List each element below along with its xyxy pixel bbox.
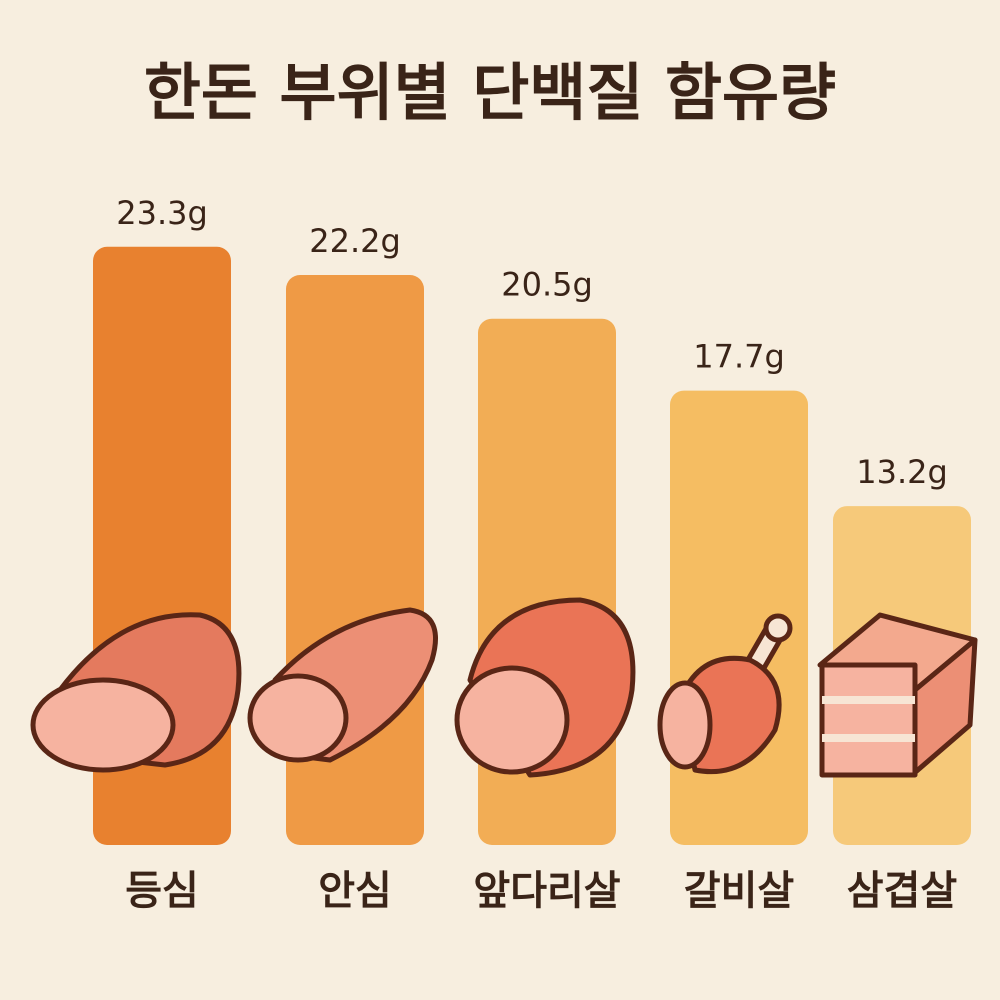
value-label: 13.2g	[856, 453, 948, 491]
value-label: 23.3g	[116, 194, 208, 232]
icon-tenderloin	[247, 607, 438, 763]
icon-rib	[657, 613, 793, 775]
icon-belly	[817, 612, 978, 778]
icon-loin	[30, 612, 242, 773]
x-tick-label: 삼겹살	[847, 868, 958, 914]
value-label: 20.5g	[501, 266, 593, 304]
chart-title: 한돈 부위별 단백질 함유량	[144, 56, 836, 129]
value-label: 22.2g	[309, 222, 401, 260]
x-tick-label: 등심	[125, 868, 199, 914]
x-tick-label: 앞다리살	[473, 868, 620, 914]
x-tick-label: 갈비살	[684, 868, 795, 914]
value-label: 17.7g	[693, 338, 785, 376]
x-tick-label: 안심	[318, 868, 392, 914]
icons	[30, 597, 978, 778]
icon-shoulder	[454, 597, 636, 778]
